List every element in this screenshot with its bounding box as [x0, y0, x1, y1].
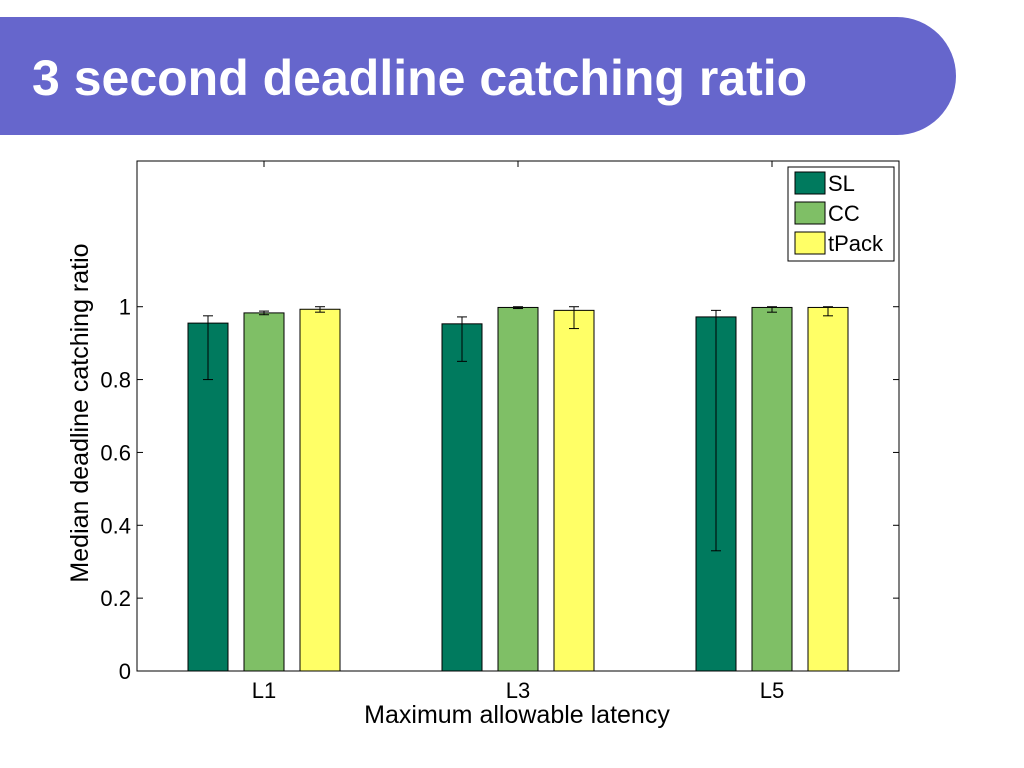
x-tick-label: L3 [506, 678, 530, 703]
legend-swatch-cc [794, 201, 826, 225]
bar-tpack-l5 [807, 306, 849, 672]
y-tick-label: 0 [119, 659, 131, 684]
y-tick-label: 0.4 [100, 513, 131, 538]
bar-cc-l1 [243, 312, 285, 672]
legend-swatch-sl [794, 171, 826, 195]
y-tick-label: 0.6 [100, 440, 131, 465]
bar-sl-l1 [187, 322, 229, 672]
bar-sl-l3 [441, 323, 483, 672]
x-axis-label: Maximum allowable latency [364, 701, 670, 729]
y-axis-label: Median deadline catching ratio [66, 243, 94, 582]
bar-cc-l5 [751, 306, 793, 672]
y-tick-label: 0.2 [100, 586, 131, 611]
y-tick-label: 0.8 [100, 368, 131, 393]
bar-tpack-l3 [553, 309, 595, 672]
legend-label-cc: CC [828, 201, 860, 226]
x-tick-label: L1 [252, 678, 276, 703]
title-banner [0, 17, 956, 135]
legend-label-sl: SL [828, 171, 855, 196]
legend-swatch-tpack [794, 231, 826, 255]
y-tick-label: 1 [119, 295, 131, 320]
legend-label-tpack: tPack [828, 231, 884, 256]
legend: SL CC tPack [787, 166, 895, 262]
x-tick-label: L5 [760, 678, 784, 703]
bar-cc-l3 [497, 306, 539, 672]
bar-tpack-l1 [299, 308, 341, 672]
slide-title: 3 second deadline catching ratio [32, 50, 808, 106]
